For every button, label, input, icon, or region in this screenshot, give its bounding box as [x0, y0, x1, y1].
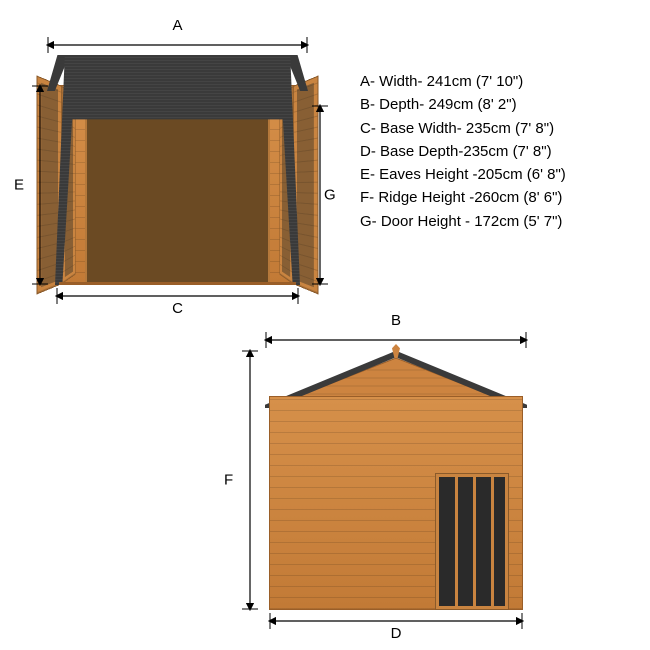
spec-row: B- Depth- 249cm (8' 2")	[360, 93, 566, 116]
diagram-canvas: A C E G B D F A- Width- 241cm (7' 10") B…	[0, 0, 650, 650]
dimension-label: D	[391, 625, 402, 642]
shed-side-window	[436, 474, 508, 609]
dimension-label: F	[224, 472, 233, 489]
spec-row: E- Eaves Height -205cm (6' 8")	[360, 163, 566, 186]
dimension-label: G	[324, 187, 336, 204]
shed-front-view	[55, 55, 300, 285]
dimension-D: D	[269, 615, 523, 635]
dimension-G: G	[310, 105, 330, 285]
spec-row: C- Base Width- 235cm (7' 8")	[360, 117, 566, 140]
shed-front-base	[59, 282, 296, 285]
spec-row: F- Ridge Height -260cm (8' 6")	[360, 186, 566, 209]
shed-side-view	[265, 350, 527, 610]
spec-row: D- Base Depth-235cm (7' 8")	[360, 140, 566, 163]
spec-row: G- Door Height - 172cm (5' 7")	[360, 210, 566, 233]
dimension-E: E	[30, 85, 50, 285]
dimension-B: B	[265, 330, 527, 350]
dimension-label: C	[172, 300, 183, 317]
shed-side-body	[269, 396, 523, 610]
dimension-label: A	[172, 17, 182, 34]
dimension-label: E	[14, 177, 24, 194]
shed-door-opening	[85, 104, 270, 284]
dimension-A: A	[47, 35, 308, 55]
dimension-C: C	[56, 290, 299, 310]
specifications-list: A- Width- 241cm (7' 10") B- Depth- 249cm…	[360, 70, 566, 233]
dimension-F: F	[240, 350, 260, 610]
spec-row: A- Width- 241cm (7' 10")	[360, 70, 566, 93]
dimension-label: B	[391, 312, 401, 329]
